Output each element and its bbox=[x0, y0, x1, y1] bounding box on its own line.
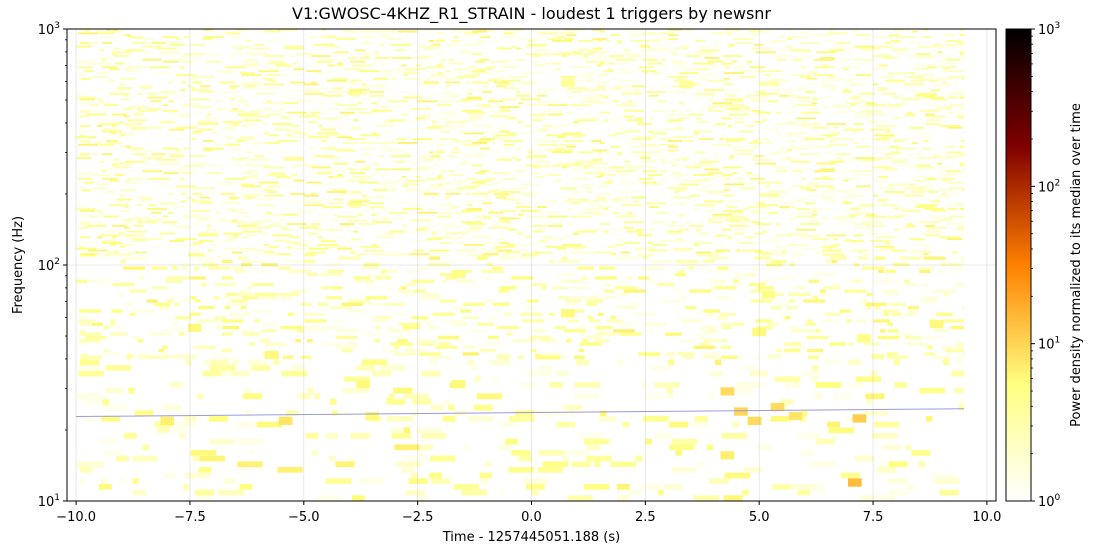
x-tick-label: −10.0 bbox=[56, 510, 96, 525]
hotspot bbox=[857, 334, 871, 343]
hotspot bbox=[930, 319, 944, 329]
y-tick-label: 101 bbox=[38, 493, 60, 510]
x-tick-label: 10.0 bbox=[972, 510, 1001, 525]
hotspot bbox=[747, 416, 762, 425]
colorbar bbox=[1005, 28, 1032, 502]
x-tick-label: 5.0 bbox=[749, 510, 770, 525]
x-tick-label: 0.0 bbox=[521, 510, 542, 525]
hotspot bbox=[451, 380, 466, 389]
hotspot bbox=[561, 309, 575, 318]
hotspot bbox=[734, 407, 748, 416]
y-tick-label: 103 bbox=[38, 21, 60, 38]
hotspot bbox=[356, 380, 370, 389]
hotspot bbox=[365, 411, 379, 421]
hotspot bbox=[187, 323, 202, 333]
colorbar-tick-label: 100 bbox=[1038, 493, 1061, 510]
hotspot bbox=[770, 403, 785, 412]
hotspot bbox=[752, 327, 767, 337]
hotspot bbox=[788, 411, 803, 421]
hotspot bbox=[852, 414, 867, 423]
hotspot bbox=[561, 78, 575, 87]
x-tick-label: −7.5 bbox=[174, 510, 206, 525]
hotspot bbox=[720, 387, 735, 396]
colorbar-tick-label: 102 bbox=[1038, 178, 1060, 195]
x-tick-label: −5.0 bbox=[288, 510, 320, 525]
x-axis-label: Time - 1257445051.188 (s) bbox=[442, 530, 620, 545]
x-tick-label: 2.5 bbox=[635, 510, 656, 525]
hotspot bbox=[848, 478, 862, 487]
hotspot bbox=[451, 269, 466, 279]
hotspot bbox=[761, 290, 776, 299]
colorbar-label: Power density normalized to its median o… bbox=[1069, 103, 1084, 427]
hotspot bbox=[679, 80, 694, 89]
hotspot bbox=[160, 416, 175, 425]
x-tick-label: 7.5 bbox=[863, 510, 884, 525]
y-tick-label: 102 bbox=[38, 257, 60, 274]
hotspot bbox=[278, 416, 293, 425]
y-axis-label: Frequency (Hz) bbox=[11, 216, 26, 314]
trigger-track-line bbox=[76, 408, 965, 418]
colorbar-tick-label: 101 bbox=[1038, 336, 1060, 353]
hotspot bbox=[720, 451, 735, 460]
x-tick-label: −2.5 bbox=[402, 510, 434, 525]
x-axis: −10.0 −7.5 −5.0 −2.5 0.0 2.5 5.0 7.5 10.0 Time - … bbox=[56, 501, 1001, 545]
spectrogram-hotspots bbox=[160, 78, 944, 487]
y-axis: 101 102 103 Frequency (Hz) bbox=[11, 21, 67, 510]
spectrogram-texture bbox=[76, 28, 965, 501]
hotspot bbox=[265, 350, 279, 359]
chart-title: V1:GWOSC-4KHZ_R1_STRAIN - loudest 1 trig… bbox=[292, 4, 771, 24]
colorbar-tick-label: 103 bbox=[1038, 21, 1060, 38]
